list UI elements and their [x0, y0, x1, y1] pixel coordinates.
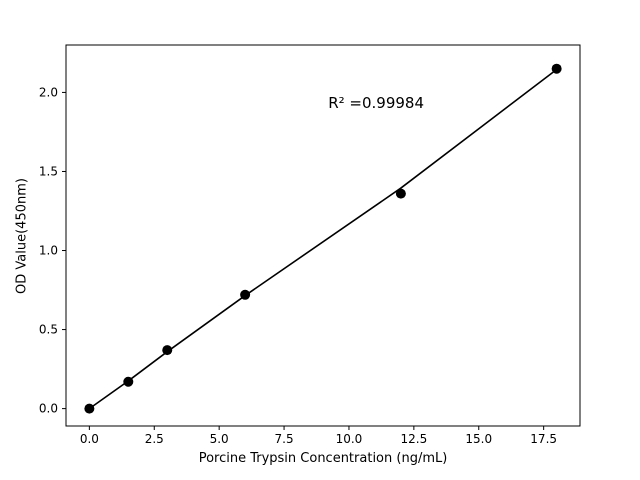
y-axis-label: OD Value(450nm): [14, 178, 30, 294]
data-point: [162, 345, 173, 356]
fit-line: [88, 68, 558, 410]
x-tick-label: 7.5: [275, 432, 294, 446]
data-point: [240, 289, 251, 300]
x-tick-label: 15.0: [465, 432, 492, 446]
x-axis-label: Porcine Trypsin Concentration (ng/mL): [198, 451, 448, 466]
y-tick-label: 1.0: [39, 244, 58, 258]
y-tick-label: 1.5: [39, 164, 58, 178]
y-tick-label: 2.0: [39, 85, 58, 99]
x-tick-label: 12.5: [400, 432, 427, 446]
x-tick-label: 2.5: [145, 432, 164, 446]
x-tick-label: 0.0: [80, 432, 99, 446]
data-point: [123, 376, 134, 387]
r-squared-annotation: R² =0.99984: [328, 94, 424, 113]
data-point: [395, 188, 406, 199]
y-tick-label: 0.5: [39, 323, 58, 337]
x-tick-label: 5.0: [210, 432, 229, 446]
data-point: [551, 63, 562, 74]
data-point: [84, 403, 95, 414]
plot-border: [65, 44, 581, 427]
y-tick-label: 0.0: [39, 402, 58, 416]
x-tick-label: 10.0: [336, 432, 363, 446]
x-tick-label: 17.5: [530, 432, 557, 446]
